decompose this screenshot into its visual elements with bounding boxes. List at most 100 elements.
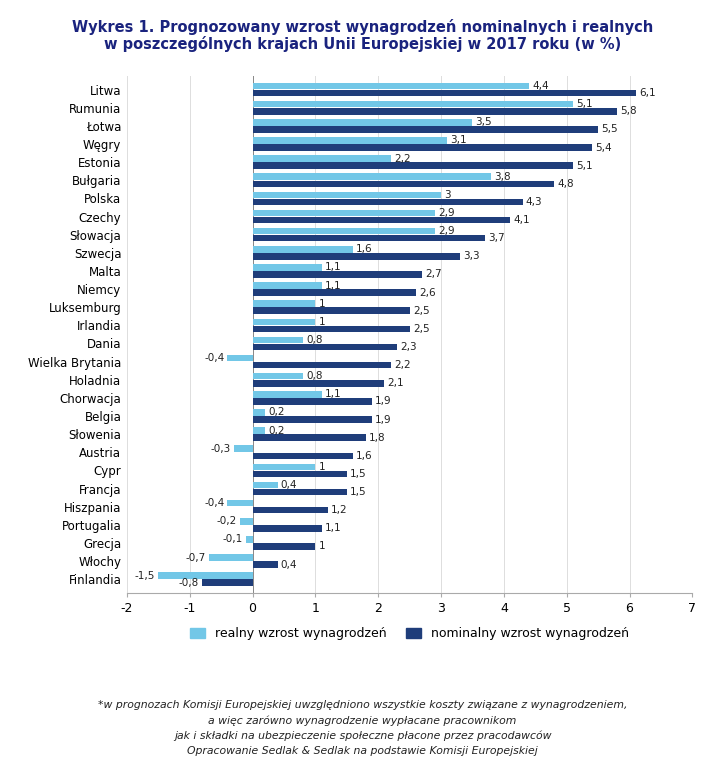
Text: -0,4: -0,4	[204, 498, 224, 508]
Bar	[252, 198, 523, 205]
Text: 2,9: 2,9	[438, 226, 455, 236]
Bar	[252, 101, 573, 107]
Bar	[228, 500, 252, 506]
Bar	[252, 264, 322, 271]
Bar	[252, 464, 315, 470]
Bar	[209, 554, 252, 561]
Bar	[247, 536, 252, 543]
Text: 4,3: 4,3	[526, 197, 542, 207]
Text: 2,5: 2,5	[413, 324, 429, 334]
Text: *w prognozach Komisji Europejskiej uwzględniono wszystkie koszty związane z wyna: *w prognozach Komisji Europejskiej uwzgl…	[98, 700, 627, 756]
Text: 0,4: 0,4	[281, 559, 297, 569]
Bar	[252, 435, 365, 441]
Text: 6,1: 6,1	[639, 88, 655, 98]
Bar	[252, 163, 573, 169]
Text: 1,1: 1,1	[325, 389, 341, 399]
Text: 2,7: 2,7	[426, 270, 442, 280]
Text: 2,3: 2,3	[400, 342, 417, 352]
Bar	[252, 83, 529, 90]
Text: 3,1: 3,1	[450, 135, 467, 145]
Text: -0,7: -0,7	[185, 553, 205, 562]
Text: 5,4: 5,4	[595, 143, 612, 153]
Text: 1,2: 1,2	[331, 505, 348, 515]
Bar	[252, 108, 617, 115]
Bar	[252, 380, 384, 387]
Bar	[252, 409, 265, 416]
Text: 3,3: 3,3	[463, 252, 480, 261]
Bar	[252, 300, 315, 307]
Bar	[252, 543, 315, 549]
Bar	[252, 181, 554, 187]
Bar	[252, 391, 322, 397]
Bar	[252, 489, 347, 496]
Text: w poszczególnych krajach Unii Europejskiej w 2017 roku (w %): w poszczególnych krajach Unii Europejski…	[104, 36, 621, 52]
Bar	[252, 138, 447, 144]
Text: 2,1: 2,1	[388, 378, 405, 388]
Text: -0,2: -0,2	[217, 516, 237, 526]
Bar	[252, 228, 435, 234]
Bar	[233, 445, 252, 452]
Bar	[252, 217, 510, 223]
Text: 1,9: 1,9	[375, 397, 392, 407]
Bar	[252, 126, 598, 133]
Text: 0,4: 0,4	[281, 480, 297, 490]
Bar	[252, 525, 322, 531]
Bar	[252, 282, 322, 289]
Text: 0,8: 0,8	[306, 371, 323, 382]
Text: 0,8: 0,8	[306, 335, 323, 345]
Text: 1: 1	[318, 317, 325, 327]
Bar	[252, 253, 460, 260]
Text: 5,5: 5,5	[601, 125, 618, 135]
Text: 2,6: 2,6	[419, 287, 436, 298]
Text: Wykres 1. Prognozowany wzrost wynagrodzeń nominalnych i realnych: Wykres 1. Prognozowany wzrost wynagrodze…	[72, 19, 653, 35]
Text: -0,3: -0,3	[210, 444, 231, 454]
Bar	[252, 271, 422, 277]
Bar	[252, 482, 278, 488]
Text: -0,8: -0,8	[179, 578, 199, 587]
Bar	[252, 173, 492, 180]
Bar	[252, 90, 636, 97]
Bar	[202, 579, 252, 586]
Text: 0,2: 0,2	[268, 407, 285, 417]
Bar	[252, 452, 353, 459]
Bar	[228, 355, 252, 361]
Bar	[252, 344, 397, 350]
Text: 1,5: 1,5	[350, 469, 367, 479]
Text: 1,5: 1,5	[350, 487, 367, 497]
Bar	[252, 318, 315, 325]
Text: 1,9: 1,9	[375, 414, 392, 425]
Text: 1,8: 1,8	[369, 432, 386, 442]
Text: 0,2: 0,2	[268, 426, 285, 435]
Text: 2,2: 2,2	[394, 360, 410, 370]
Text: 3,8: 3,8	[494, 172, 511, 182]
Text: -1,5: -1,5	[135, 571, 155, 581]
Text: 5,8: 5,8	[620, 106, 637, 116]
Bar	[252, 144, 592, 150]
Text: 1,1: 1,1	[325, 262, 341, 272]
Bar	[252, 398, 372, 404]
Text: 4,8: 4,8	[558, 179, 574, 188]
Bar	[252, 308, 410, 314]
Bar	[252, 119, 473, 125]
Text: 2,9: 2,9	[438, 208, 455, 218]
Bar	[252, 362, 391, 369]
Bar	[252, 416, 372, 423]
Bar	[240, 518, 252, 524]
Bar	[252, 373, 303, 379]
Text: 1,6: 1,6	[356, 244, 373, 255]
Text: 1,1: 1,1	[325, 524, 341, 534]
Bar	[252, 562, 278, 568]
Bar	[252, 290, 416, 296]
Text: 1: 1	[318, 462, 325, 472]
Text: 1: 1	[318, 299, 325, 309]
Bar	[252, 337, 303, 344]
Bar	[252, 235, 485, 242]
Bar	[252, 507, 328, 514]
Bar	[252, 427, 265, 434]
Bar	[252, 155, 391, 162]
Text: 3: 3	[444, 190, 451, 200]
Text: 5,1: 5,1	[576, 160, 593, 171]
Text: 2,2: 2,2	[394, 154, 410, 163]
Bar	[252, 210, 435, 217]
Text: -0,4: -0,4	[204, 353, 224, 363]
